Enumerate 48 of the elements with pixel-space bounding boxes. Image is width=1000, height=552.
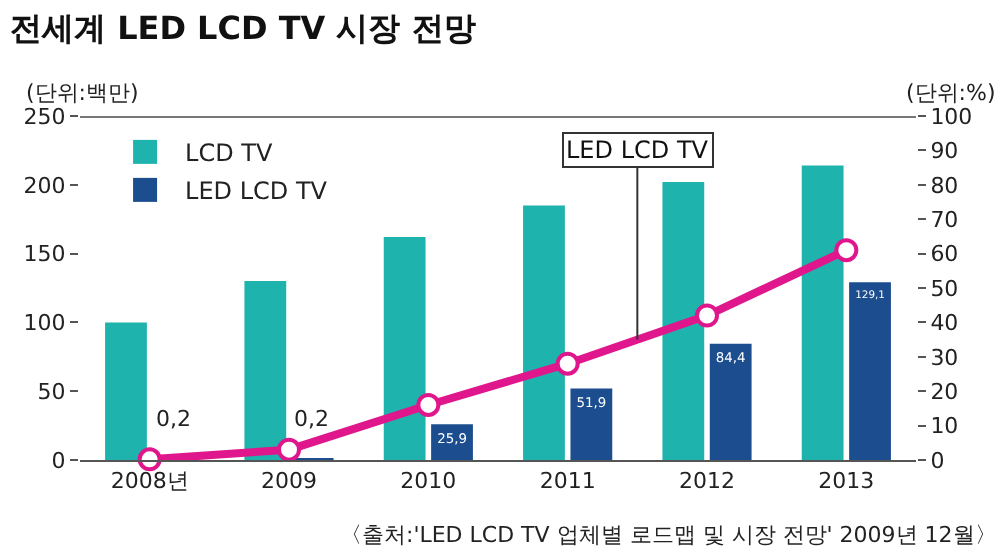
- y2-tick-label: 0: [930, 447, 945, 474]
- bar: [383, 237, 426, 460]
- text: LED LCD TV: [566, 136, 710, 164]
- y2-tick-label: 40: [930, 310, 959, 337]
- y2-tick-label: 90: [930, 138, 959, 165]
- text: 〈출처:'LED LCD TV 업체별 로드맵 및 시장 전망' 2009년 12월〉: [340, 522, 997, 548]
- y-tick-label: 150: [23, 241, 66, 268]
- bar: [801, 165, 844, 460]
- legend-label: LCD TV: [185, 139, 274, 168]
- point: [555, 351, 580, 376]
- y2-tick-label: 100: [930, 103, 973, 130]
- x-tick-label: 2010: [400, 468, 457, 495]
- bar: [431, 424, 473, 460]
- bar: [849, 282, 891, 460]
- y2-tick-label: 20: [930, 378, 959, 405]
- point: [137, 447, 162, 472]
- data-label: 0,2: [294, 406, 329, 432]
- point: [695, 303, 719, 328]
- data-label: 0,2: [156, 406, 191, 432]
- y-tick-label: 0: [51, 447, 66, 474]
- y-tick-label: 200: [23, 172, 66, 199]
- point: [416, 392, 441, 417]
- y2-tick-label: 50: [930, 275, 959, 302]
- bar: [662, 182, 705, 460]
- x-tick-label: 2011: [539, 468, 596, 495]
- bar: [570, 388, 613, 460]
- y2-tick-label: 70: [930, 206, 959, 233]
- y-tick-label: 100: [23, 310, 66, 337]
- y-tick-label: 50: [37, 378, 66, 405]
- bar: [523, 205, 565, 460]
- point: [834, 238, 859, 263]
- x-tick-label: 2013: [818, 468, 875, 495]
- x-tick-label: 2008년: [110, 468, 189, 495]
- y2-tick-label: 60: [930, 241, 959, 268]
- x-tick-label: 2009: [261, 468, 317, 495]
- chart-title: 전세계 LED LCD TV 시장 전망: [10, 8, 476, 47]
- y-axis-title: (단위:백만): [26, 80, 139, 106]
- legend-label: LED LCD TV: [185, 177, 329, 206]
- bar: [709, 343, 752, 460]
- y2-tick-label: 10: [930, 413, 959, 440]
- y2-tick-label: 80: [930, 172, 959, 199]
- y2-axis-title: (단위:%): [906, 80, 996, 106]
- bar: [244, 281, 287, 460]
- bar: [105, 322, 147, 460]
- y-tick-label: 250: [23, 103, 66, 130]
- y2-tick-label: 30: [930, 344, 959, 371]
- point: [277, 437, 301, 462]
- x-tick-label: 2012: [679, 468, 735, 495]
